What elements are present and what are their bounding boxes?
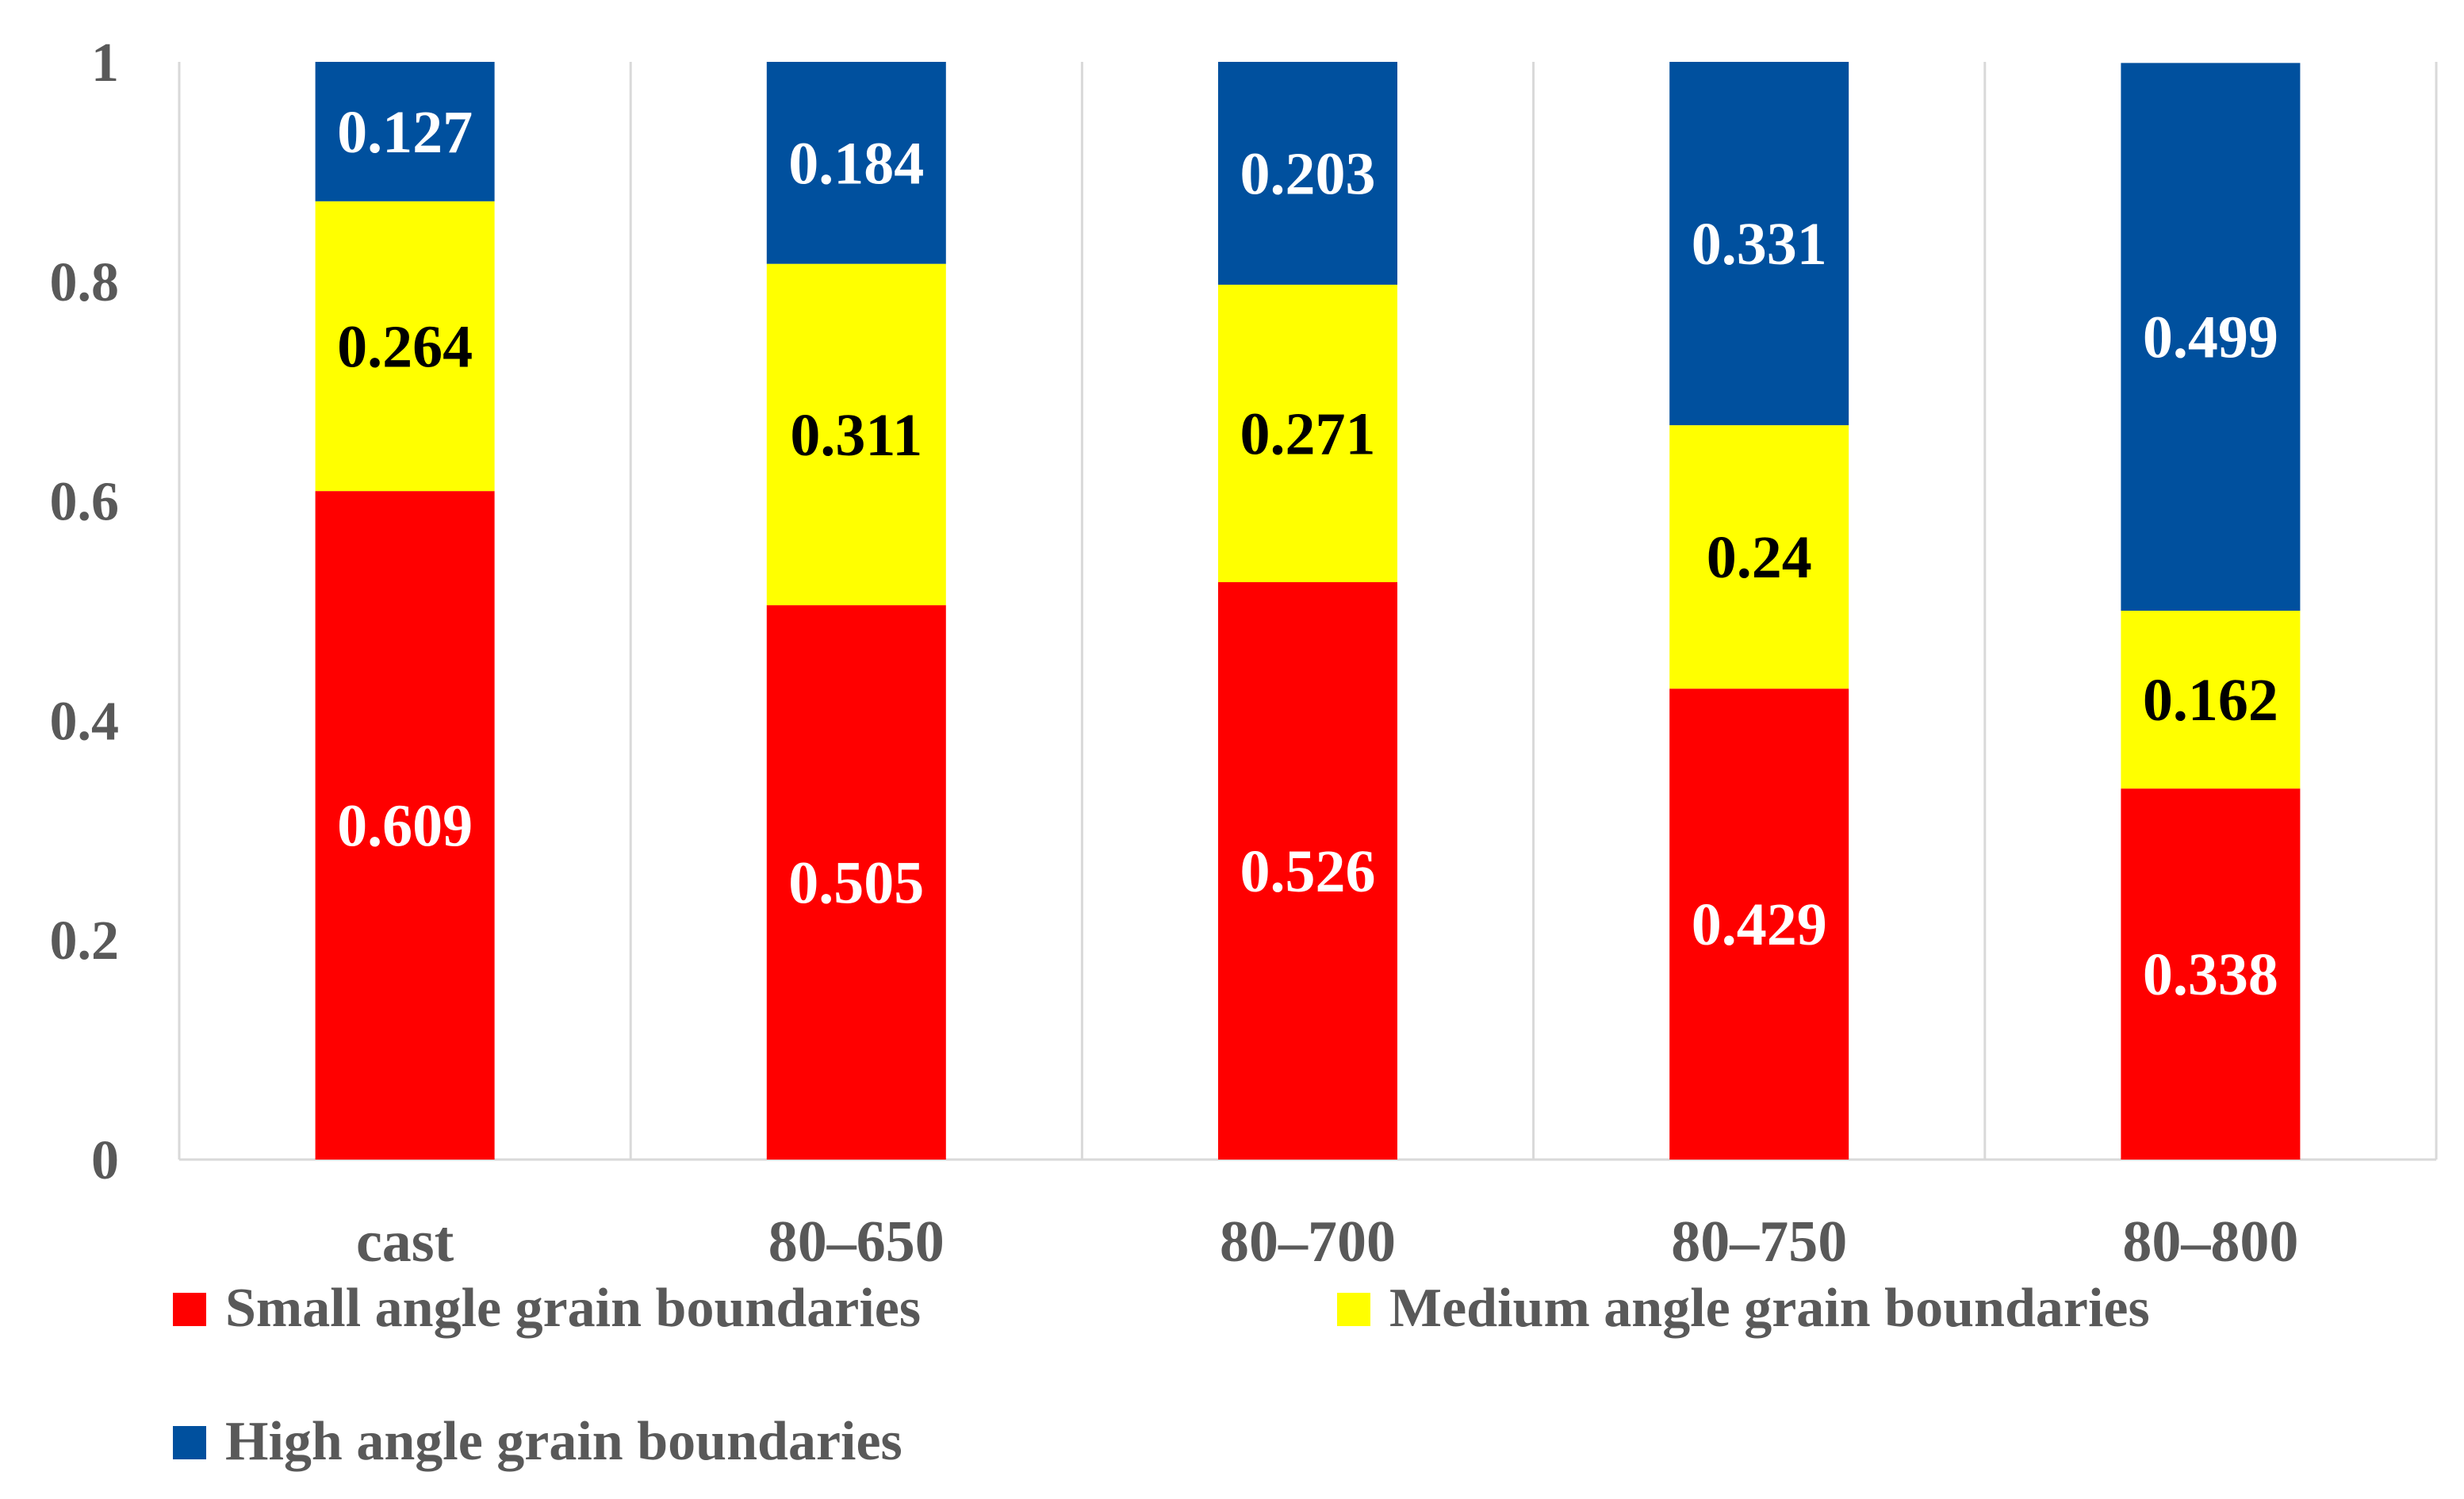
x-tick-label: 80–750 xyxy=(1671,1210,1847,1275)
y-tick-label: 0.4 xyxy=(50,691,120,752)
data-labels: 0.609 0.264 0.127 0.505 0.311 0.184 0.526 0.271… xyxy=(337,99,2278,1008)
bar-segment-small-angle-grain-boundaries-80-800 xyxy=(2121,788,2301,1160)
data-label-small-angle-grain-boundaries: 0.429 xyxy=(1692,891,1827,958)
y-tick-label: 1 xyxy=(91,33,119,94)
legend-label-medium-angle-grain-boundaries: Medium angle grain boundaries xyxy=(1389,1278,2150,1339)
bar-segment-small-angle-grain-boundaries-80-700 xyxy=(1218,582,1397,1160)
data-label-medium-angle-grain-boundaries: 0.24 xyxy=(1707,524,1812,591)
y-tick-label: 0.8 xyxy=(50,252,120,313)
data-label-high-angle-grain-boundaries: 0.203 xyxy=(1240,140,1376,207)
data-label-high-angle-grain-boundaries: 0.127 xyxy=(337,99,473,166)
grid xyxy=(629,62,2438,1160)
bar-segment-medium-angle-grain-boundaries-cast xyxy=(315,201,495,492)
data-label-high-angle-grain-boundaries: 0.499 xyxy=(2143,305,2278,371)
data-label-small-angle-grain-boundaries: 0.526 xyxy=(1240,838,1376,905)
y-tick-label: 0.6 xyxy=(50,472,120,533)
bar-segment-medium-angle-grain-boundaries-80-750 xyxy=(1669,425,1849,689)
y-tick-label: 0.2 xyxy=(50,911,120,972)
data-label-medium-angle-grain-boundaries: 0.271 xyxy=(1240,401,1376,467)
bar-segment-high-angle-grain-boundaries-80-650 xyxy=(766,62,946,264)
tick-labels: 0 0.2 0.4 0.6 0.8 1 cast 80–650 80–700 80–750 80–8… xyxy=(50,33,2299,1275)
bar-segment-medium-angle-grain-boundaries-80-800 xyxy=(2121,611,2301,789)
x-tick-label: 80–650 xyxy=(768,1210,945,1275)
y-tick-label: 0 xyxy=(91,1130,119,1191)
data-label-high-angle-grain-boundaries: 0.331 xyxy=(1692,211,1827,278)
data-label-medium-angle-grain-boundaries: 0.264 xyxy=(337,313,473,380)
legend-label-high-angle-grain-boundaries: High angle grain boundaries xyxy=(225,1411,902,1472)
data-label-small-angle-grain-boundaries: 0.505 xyxy=(788,850,924,917)
data-label-small-angle-grain-boundaries: 0.609 xyxy=(337,793,473,860)
bar-segment-high-angle-grain-boundaries-80-750 xyxy=(1669,62,1849,426)
x-tick-label: cast xyxy=(356,1210,454,1275)
bar-segment-small-angle-grain-boundaries-80-650 xyxy=(766,605,946,1160)
legend-swatch-high-angle-grain-boundaries xyxy=(173,1426,206,1459)
bar-segment-small-angle-grain-boundaries-cast xyxy=(315,491,495,1160)
x-tick-label: 80–700 xyxy=(1220,1210,1396,1275)
bars xyxy=(315,62,2301,1160)
data-label-medium-angle-grain-boundaries: 0.311 xyxy=(790,402,922,469)
bar-segment-high-angle-grain-boundaries-cast xyxy=(315,62,495,201)
bar-segment-medium-angle-grain-boundaries-80-700 xyxy=(1218,284,1397,583)
legend: Small angle grain boundaries Medium angle… xyxy=(173,1278,2150,1472)
legend-swatch-small-angle-grain-boundaries xyxy=(173,1293,206,1326)
data-label-high-angle-grain-boundaries: 0.184 xyxy=(788,130,924,197)
bar-segment-high-angle-grain-boundaries-80-700 xyxy=(1218,62,1397,285)
legend-label-small-angle-grain-boundaries: Small angle grain boundaries xyxy=(225,1278,921,1339)
bar-segment-small-angle-grain-boundaries-80-750 xyxy=(1669,688,1849,1160)
x-tick-label: 80–800 xyxy=(2122,1210,2298,1275)
data-label-small-angle-grain-boundaries: 0.338 xyxy=(2143,941,2278,1008)
bar-segment-medium-angle-grain-boundaries-80-650 xyxy=(766,263,946,606)
data-label-medium-angle-grain-boundaries: 0.162 xyxy=(2143,667,2278,734)
bar-segment-high-angle-grain-boundaries-80-800 xyxy=(2121,63,2301,611)
legend-swatch-medium-angle-grain-boundaries xyxy=(1337,1293,1370,1326)
